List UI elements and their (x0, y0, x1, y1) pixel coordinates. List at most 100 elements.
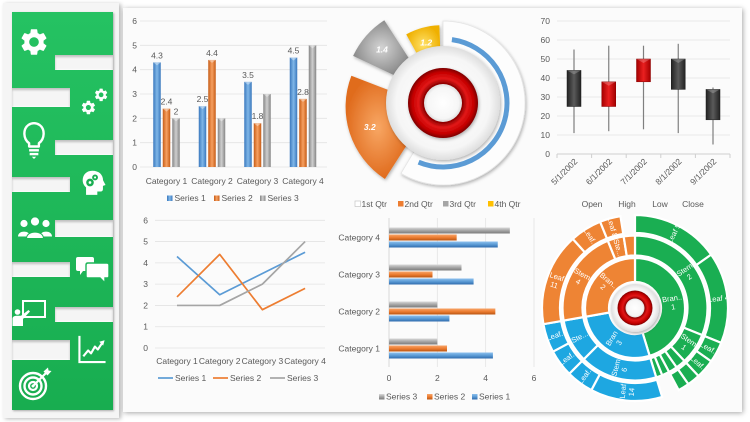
series-line (176, 251, 306, 296)
y-tick-label: 6 (143, 215, 148, 225)
category-label: Category 4 (284, 356, 326, 366)
line-chart-svg: 0 1 2 3 4 5 6 Category 1 Category 2 Category 3 Cat… (143, 215, 326, 383)
label-line: 2 (598, 282, 607, 292)
nav-item-automation[interactable] (80, 87, 109, 116)
bar (389, 345, 447, 352)
data-label: 2.5 (197, 94, 209, 104)
legend-marker (443, 201, 449, 207)
bar (389, 315, 450, 322)
x-tick-label: 4 (483, 373, 488, 383)
y-tick-label: 0 (143, 343, 148, 353)
bar-bevel (172, 118, 180, 122)
gauge-center-cap (424, 84, 462, 122)
sunburst-stem (622, 234, 637, 258)
gear-icon (21, 29, 47, 55)
bar (389, 352, 493, 359)
nav-item-growth[interactable] (77, 334, 108, 364)
bar (172, 118, 180, 167)
bar (389, 264, 462, 271)
sidebar-notch (55, 55, 113, 70)
bar (389, 308, 496, 315)
bar (198, 106, 207, 167)
x-tick-label: 6 (532, 373, 537, 383)
nav-item-thinking[interactable] (81, 169, 108, 196)
nav-item-discussion[interactable] (76, 257, 110, 285)
nav-item-team[interactable] (17, 215, 53, 240)
sidebar-notch (55, 307, 113, 322)
category-label: Category 2 (338, 307, 380, 317)
bar (308, 45, 317, 168)
sidebar-nav (0, 0, 124, 422)
nav-item-settings[interactable] (18, 26, 50, 58)
doughnut-gauge-chart-svg: 3.2 1.4 1.2 1st Qtr 2nd Qtr 3rd Qtr 4th Qtr (345, 20, 526, 209)
legend-label: 3rd Qtr (450, 199, 477, 209)
y-tick-label: 2 (143, 300, 148, 310)
legend-label: Series 3 (287, 373, 318, 383)
sunburst-leaf-label: Leaf11 (546, 270, 566, 292)
category-label: Category 3 (237, 176, 279, 186)
label-line: Stem (610, 358, 623, 377)
label-line: 11 (549, 280, 559, 291)
candle-down (705, 89, 721, 121)
legend-label: Series 3 (268, 193, 299, 203)
category-label: Category 1 (146, 176, 188, 186)
data-label: 1.8 (252, 111, 264, 121)
bar (389, 271, 433, 278)
data-label: 4.4 (206, 48, 218, 58)
data-label: 2 (174, 106, 179, 116)
presentation-icon (12, 300, 46, 326)
y-tick-label: 40 (541, 73, 551, 83)
y-tick-label: 30 (541, 92, 551, 102)
category-label: Category 3 (338, 270, 380, 280)
line-chart: 0 1 2 3 4 5 6 Category 1 Category 2 Category 3 Cat… (125, 210, 330, 410)
clustered-bar-chart-svg: 0 2 4 6 Category 1 Category 2 Category 3 Catego… (338, 218, 537, 402)
y-tick-label: 4 (132, 65, 137, 75)
legend-marker (379, 394, 385, 400)
candle-down (566, 70, 582, 107)
doughnut-slice (353, 20, 410, 76)
legend-label: Series 1 (479, 392, 510, 402)
bar (208, 59, 216, 167)
legend-label: 2nd Qtr (405, 199, 434, 209)
nav-item-ideas[interactable] (21, 120, 47, 160)
data-label: 2.4 (161, 97, 173, 107)
data-label: 2.8 (297, 87, 309, 97)
date-label: 5/1/2002 (549, 156, 580, 187)
data-label: 3.5 (242, 70, 254, 80)
nav-item-goals[interactable] (18, 367, 52, 401)
bar (389, 301, 438, 308)
bar (299, 98, 307, 167)
bar (244, 81, 252, 167)
stock-candlestick-chart: 0 10 20 30 40 50 60 70 5/1/2002 6/1/2002 7/1/2002 8… (535, 10, 740, 210)
sunburst-leaf (668, 367, 690, 392)
label-line: 1 (671, 302, 676, 312)
bar (217, 118, 226, 167)
y-tick-label: 5 (143, 237, 148, 247)
chat-bubbles-icon (76, 257, 110, 285)
bar-bevel (263, 94, 271, 97)
lightbulb-icon (23, 122, 45, 159)
y-tick-label: 0 (545, 149, 550, 159)
category-label: Category 3 (242, 356, 284, 366)
category-label: Category 1 (156, 356, 198, 366)
sunburst-branch-label: Bran..1 (661, 292, 683, 312)
sidebar-notch (12, 177, 70, 192)
clustered-column-chart: 0 1 2 3 4 5 6 4.3 2.5 3.5 4.5 2.4 4.4 1.8 2.8 2 Category… (125, 10, 330, 210)
candle-up (601, 81, 616, 107)
sidebar-notch (12, 340, 70, 360)
y-tick-label: 1 (143, 322, 148, 332)
bar-bevel (208, 59, 216, 63)
legend-marker (472, 394, 478, 400)
candle-bevel (706, 89, 720, 94)
bar-bevel (289, 57, 298, 61)
doughnut-data-label: 1.4 (376, 45, 388, 55)
stock-candlestick-chart-svg: 0 10 20 30 40 50 60 70 5/1/2002 6/1/2002 7/1/2002 8… (541, 16, 731, 209)
sunburst-leaf (598, 214, 625, 240)
data-label: 4.5 (288, 46, 300, 56)
sunburst-leaf-label: Leaf14 (618, 383, 637, 400)
y-tick-label: 4 (143, 258, 148, 268)
date-label: 6/1/2002 (584, 156, 615, 187)
nav-item-presentation[interactable] (11, 300, 47, 326)
bar-bevel (153, 62, 161, 66)
